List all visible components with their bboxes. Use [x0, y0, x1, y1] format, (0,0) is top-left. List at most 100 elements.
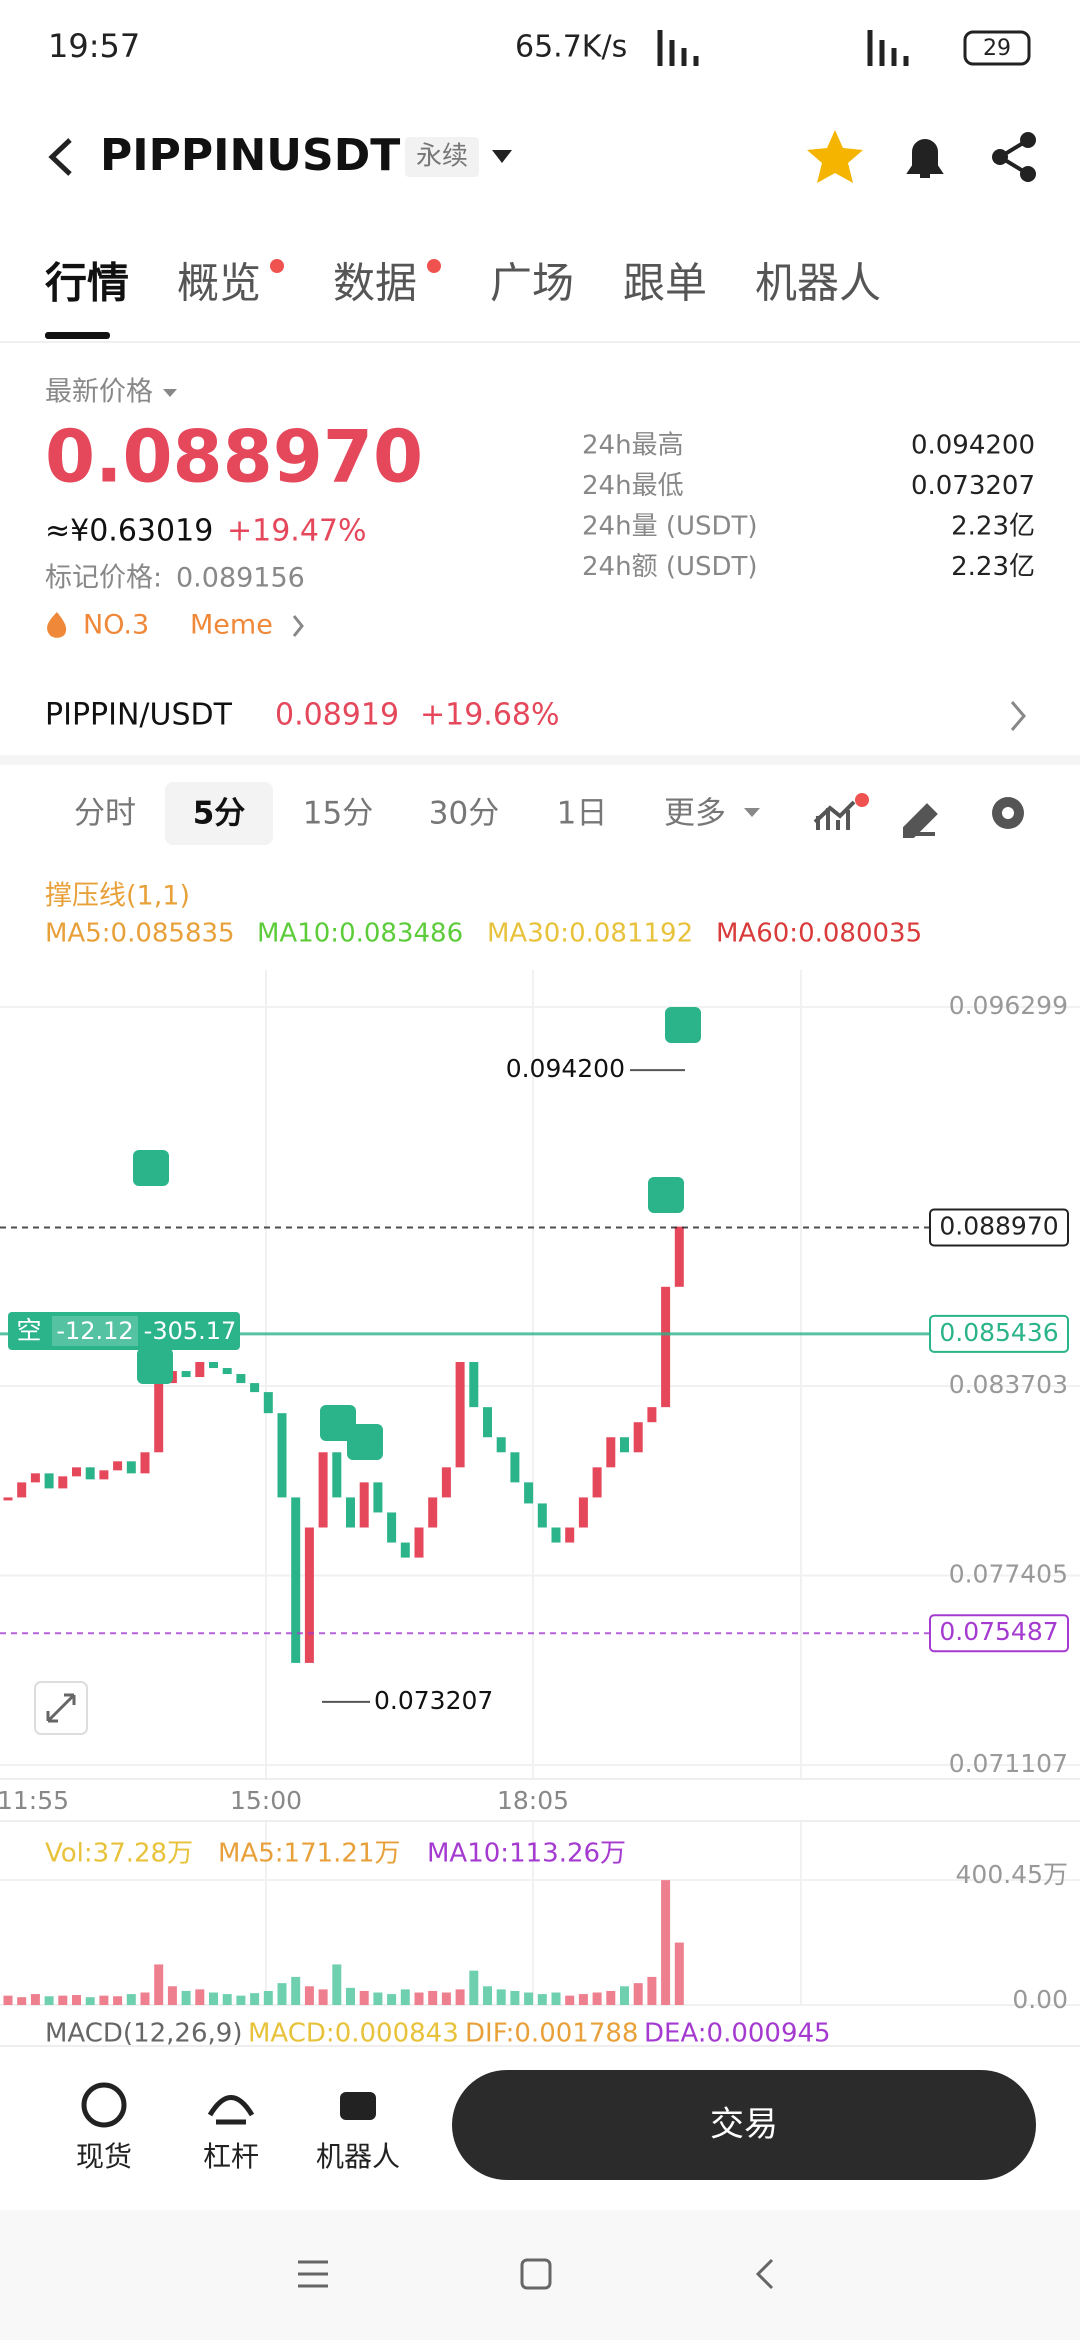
- volume-bar: [250, 1993, 260, 2005]
- candle: [195, 1362, 205, 1378]
- y-tick-label: 0.077405: [949, 1560, 1068, 1589]
- stat-label: 24h额 (USDT): [582, 552, 758, 582]
- contract-tag: 永续: [416, 142, 468, 172]
- volume-bar: [332, 1964, 342, 2005]
- hot-icon: [47, 612, 67, 638]
- price-label: 0.075487: [939, 1617, 1058, 1646]
- bottom-item[interactable]: 现货: [76, 2140, 132, 2173]
- spot-icon[interactable]: [81, 2082, 127, 2128]
- interval[interactable]: 15分: [303, 796, 373, 832]
- y-tick-label: 400.45万: [956, 1860, 1068, 1889]
- sector[interactable]: Meme: [190, 610, 273, 641]
- interval[interactable]: 30分: [429, 796, 499, 832]
- price-label-box: [929, 1208, 1069, 1247]
- tab[interactable]: 数据: [333, 259, 417, 308]
- indicator-icon[interactable]: [813, 800, 856, 830]
- candle: [3, 1497, 13, 1501]
- bot-icon[interactable]: [340, 2092, 376, 2120]
- favorite[interactable]: [807, 130, 863, 183]
- interval[interactable]: 5分: [193, 796, 246, 832]
- tab-underline: [45, 332, 110, 339]
- tab[interactable]: 机器人: [755, 259, 881, 308]
- volume-bar: [510, 1990, 520, 2005]
- indicator: 撑压线(1,1): [45, 881, 190, 912]
- volume-bar: [400, 1989, 410, 2005]
- volume-bar: [181, 1990, 191, 2005]
- annotation: 0.094200: [506, 1054, 625, 1083]
- divider: [0, 341, 1080, 343]
- back-button[interactable]: [48, 138, 72, 176]
- tab[interactable]: 广场: [490, 259, 574, 308]
- nav-menu[interactable]: [298, 2260, 328, 2288]
- mark-price: 0.089156: [176, 563, 305, 594]
- candle: [236, 1374, 246, 1384]
- spot-pair[interactable]: PIPPIN/USDT: [45, 698, 233, 733]
- candle: [72, 1467, 81, 1477]
- position-tag-cell: [52, 1316, 138, 1346]
- volume-bar: [373, 1992, 383, 2005]
- candle: [592, 1467, 602, 1498]
- bottom-item[interactable]: 机器人: [316, 2140, 400, 2173]
- volume-bar: [606, 1990, 616, 2005]
- volume-bar: [633, 1983, 643, 2005]
- last-price: 0.088970: [45, 415, 423, 499]
- y-tick-label: 0.071107: [949, 1749, 1068, 1778]
- settings-icon-hole: [1002, 807, 1014, 819]
- dropdown[interactable]: [744, 808, 760, 817]
- volume-bar: [565, 1995, 575, 2005]
- signal-icon: [867, 30, 909, 66]
- alert[interactable]: [906, 139, 944, 178]
- interval[interactable]: 更多: [664, 796, 726, 832]
- volume-bar: [72, 1995, 81, 2005]
- volume-bar: [58, 1995, 68, 2005]
- divider: [0, 1820, 1080, 1822]
- volume-bar: [578, 1994, 588, 2005]
- chevron[interactable]: [1010, 701, 1026, 731]
- interval[interactable]: 分时: [74, 796, 136, 832]
- divider: [0, 1778, 1080, 1780]
- mark-label: 标记价格:: [45, 563, 162, 594]
- tab[interactable]: 跟单: [623, 259, 707, 308]
- volume-bar: [222, 1994, 232, 2005]
- position-pnl: -12.12: [56, 1317, 133, 1345]
- dropdown[interactable]: [163, 389, 177, 397]
- volume-bar: [620, 1986, 629, 2005]
- tab[interactable]: 行情: [45, 259, 129, 308]
- interval[interactable]: 1日: [557, 796, 608, 832]
- draw-icon[interactable]: [903, 803, 938, 838]
- candle: [565, 1527, 575, 1543]
- legend-item: MA60:0.080035: [716, 919, 922, 949]
- share[interactable]: [992, 132, 1036, 182]
- position-tag[interactable]: [8, 1312, 240, 1350]
- rank: NO.3: [83, 610, 149, 641]
- volume-bar: [30, 1994, 40, 2005]
- nav-back[interactable]: [755, 2258, 774, 2290]
- tab[interactable]: 概览: [177, 259, 261, 308]
- nav-bar: [0, 2210, 1080, 2340]
- time: 19:57: [48, 27, 140, 65]
- candle: [496, 1437, 506, 1453]
- dropdown[interactable]: [492, 150, 512, 163]
- badge: [270, 259, 284, 273]
- fullscreen-icon: [46, 1693, 76, 1723]
- volume-bar: [85, 1997, 95, 2005]
- signal-icon: [657, 30, 699, 66]
- nav-home[interactable]: [520, 2258, 552, 2290]
- candle: [400, 1542, 410, 1558]
- trade-button[interactable]: [452, 2070, 1036, 2180]
- volume-bar: [140, 1992, 150, 2005]
- volume-bar: [346, 1987, 355, 2005]
- volume-bar: [277, 1983, 287, 2005]
- candle: [414, 1527, 424, 1558]
- volume-bar: [17, 1997, 27, 2005]
- legend-item: MACD(12,26,9): [45, 2019, 242, 2049]
- x-tick-label: 15:00: [230, 1786, 302, 1815]
- candle: [551, 1527, 561, 1543]
- bottom-item[interactable]: 杠杆: [203, 2140, 259, 2173]
- candle: [140, 1452, 150, 1474]
- symbol: PIPPINUSDT: [100, 130, 400, 181]
- margin-icon[interactable]: [207, 2095, 255, 2125]
- candle: [113, 1461, 123, 1471]
- net-speed: 65.7K/s: [515, 30, 627, 65]
